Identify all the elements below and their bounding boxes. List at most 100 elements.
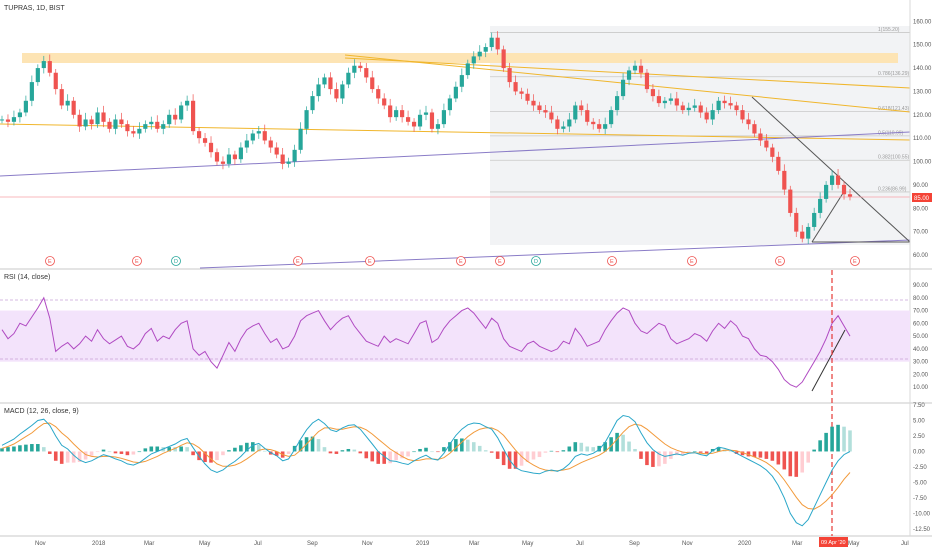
candle-body [776,156,781,171]
macd-histogram-bar [71,451,76,463]
rsi-tick-label: 20.00 [913,372,929,378]
candle-body [829,175,835,185]
macd-histogram-bar [728,451,733,453]
candle-body [609,110,614,125]
candle-body [71,100,76,115]
date-badge-label: 09 Apr '20 [821,540,846,546]
rsi-pane[interactable]: RSI (14, close) 90.00 80.00 70.00 60.00 50.0… [0,274,929,392]
candle-body [280,154,285,164]
candle-body [161,124,166,129]
macd-histogram-bar [549,450,554,452]
candle-body [549,112,554,120]
macd-pane[interactable]: MACD (12, 26, close, 9) 7.50 5.00 2.50 0.00… [0,403,931,533]
rsi-title: RSI (14, close) [4,274,50,281]
candle-body [585,110,590,122]
macd-histogram-bar [561,450,566,452]
trendline-purple-low [199,239,911,269]
macd-histogram-bar [119,451,124,454]
macd-histogram-bar [842,426,846,452]
rsi-axis[interactable]: 90.00 80.00 70.00 60.00 50.00 40.00 30.00 20.00… [913,283,929,391]
candle-body [394,110,399,118]
macd-histogram-bar [585,446,590,452]
candle-body [220,161,226,164]
earnings-marker[interactable]: E [293,256,303,266]
last-price-badge [912,193,932,202]
candle-body [346,72,351,85]
svg-text:D: D [174,259,178,265]
macd-axis[interactable]: 7.50 5.00 2.50 0.00 -2.50 -5.00 -7.50 -10.00 -12… [913,403,931,533]
macd-histogram-bar [489,451,494,453]
macd-histogram-bar [621,434,625,452]
price-axis[interactable]: 160.00 150.00 140.00 130.00 120.00 110.00 100.… [913,19,932,259]
earnings-marker[interactable]: E [850,256,860,266]
candle-body [632,65,638,71]
candle-body [238,147,243,160]
macd-histogram-bar [639,451,643,459]
candle-body [310,96,315,111]
time-axis[interactable]: Nov 2018 Mar May Jul Sep Nov 2019 Mar May Jul Sep No… [35,541,909,547]
candle-body [698,105,703,113]
candle-body [119,119,124,125]
candle-body [573,105,578,120]
candle-body [196,131,202,139]
macd-histogram-bar [692,451,697,453]
macd-tick-label: 0.00 [913,449,925,455]
earnings-marker[interactable]: D [531,256,541,266]
macd-histogram-bar [686,451,691,453]
time-tick-label: 2018 [92,541,106,547]
earnings-marker[interactable]: E [687,256,697,266]
earnings-marker[interactable]: E [45,256,55,266]
macd-histogram-bar [794,451,799,477]
earnings-marker[interactable]: E [607,256,617,266]
macd-histogram-bar [525,451,530,462]
macd-histogram-bar [675,451,679,456]
time-tick-label: Nov [682,541,693,547]
macd-histogram-bar [227,450,231,452]
earnings-marker[interactable]: D [171,256,181,266]
candle-body [644,72,650,90]
rsi-line [1,296,851,388]
earnings-marker[interactable]: E [132,256,142,266]
price-pane[interactable]: 1(155.20)0.786(136.29)0.618(121.43)0.5(1… [0,26,911,269]
candle-body [591,121,596,125]
earnings-marker[interactable]: E [495,256,505,266]
macd-histogram-bar [436,451,440,453]
candle-body [603,124,608,129]
macd-tick-label: 7.50 [913,403,925,409]
macd-histogram-bar [173,447,177,452]
svg-text:E: E [296,259,300,265]
macd-histogram-bar [149,446,154,452]
macd-histogram-bar [824,432,828,452]
macd-histogram-bar [448,442,452,452]
candle-body [334,89,339,99]
candle-body [167,114,172,125]
macd-histogram-bar [298,440,303,452]
macd-histogram-bar [442,447,446,452]
candle-body [824,184,829,199]
svg-text:E: E [690,259,694,265]
candle-body [788,189,793,213]
candle-body [149,121,154,125]
candle-body [841,184,847,195]
candle-body [262,131,267,141]
candle-body [758,133,763,141]
macd-histogram-bar [466,439,470,452]
candle-body [358,65,363,69]
earnings-marker[interactable]: E [365,256,375,266]
earnings-marker[interactable]: E [456,256,466,266]
macd-histogram-bar [352,449,357,452]
candle-body [525,93,530,101]
candle-body [680,105,685,111]
earnings-marker[interactable]: E [775,256,785,266]
candle-body [447,98,452,111]
macd-histogram-bar [537,451,542,458]
candle-body [352,65,357,73]
macd-histogram-bar [501,451,506,466]
candle-body [674,98,679,106]
rsi-tick-label: 60.00 [913,321,929,327]
macd-histogram-bar [555,451,560,453]
price-tick-label: 130.00 [913,89,932,95]
svg-text:E: E [135,259,139,265]
